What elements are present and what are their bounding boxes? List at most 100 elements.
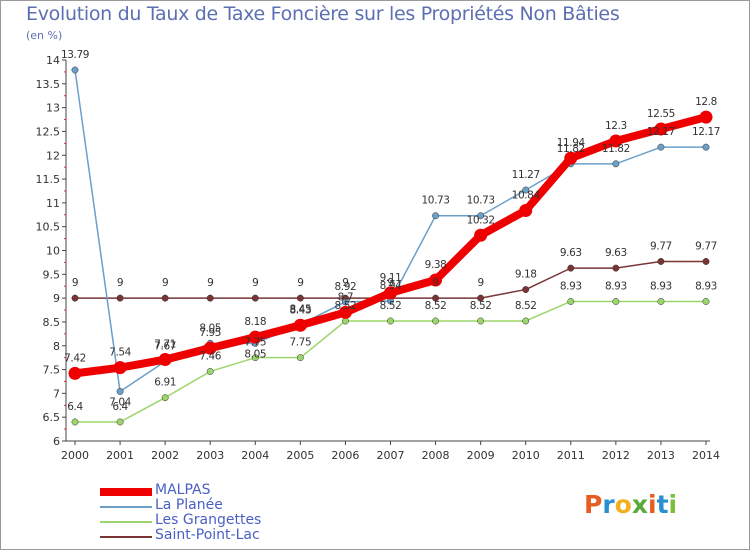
x-tick-label: 2014: [692, 449, 720, 462]
data-point-la-planee: [341, 298, 349, 306]
data-label-les-grangettes: 7.75: [289, 337, 311, 349]
data-point-les-grangettes: [567, 298, 575, 305]
legend-label-la-planee: La Planée: [155, 497, 223, 513]
data-label-la-planee: 7.67: [154, 340, 176, 352]
data-point-saint-point-lac: [116, 294, 124, 302]
data-point-malpas: [248, 330, 262, 344]
legend-label-les-grangettes: Les Grangettes: [155, 512, 262, 528]
legend-item-les-grangettes: Les Grangettes: [100, 512, 340, 529]
y-tick-label: 8: [53, 340, 60, 353]
y-tick-label: 10.5: [36, 221, 61, 234]
data-point-saint-point-lac: [612, 264, 620, 272]
logo-letter: i: [648, 490, 657, 519]
data-label-la-planee: 12.17: [647, 126, 675, 138]
data-point-malpas: [519, 203, 533, 217]
y-tick-label: 12.5: [36, 125, 61, 138]
data-label-malpas: 9.11: [380, 272, 402, 284]
data-point-les-grangettes: [116, 418, 124, 426]
data-point-malpas: [384, 286, 397, 300]
data-point-malpas: [654, 122, 668, 136]
y-tick-label: 6: [53, 435, 60, 448]
data-label-saint-point-lac: 9: [117, 277, 123, 289]
logo-letter: x: [631, 490, 648, 519]
data-label-malpas: 11.94: [557, 137, 586, 149]
data-label-saint-point-lac: 9: [162, 277, 168, 289]
data-point-la-planee: [657, 143, 665, 151]
data-label-les-grangettes: 8.93: [650, 280, 672, 292]
data-point-saint-point-lac: [567, 264, 575, 272]
data-label-saint-point-lac: 9.63: [605, 247, 627, 259]
x-tick-label: 2000: [61, 449, 89, 462]
data-point-saint-point-lac: [657, 258, 665, 265]
y-tick-label: 9.5: [43, 268, 61, 281]
data-point-les-grangettes: [657, 298, 665, 305]
unit-label: (en %): [26, 29, 63, 42]
data-point-les-grangettes: [71, 418, 79, 426]
data-label-malpas: 7.71: [154, 339, 176, 351]
data-label-les-grangettes: 8.52: [470, 300, 492, 312]
y-tick-label: 14: [46, 54, 60, 67]
data-label-la-planee: 7.04: [109, 396, 131, 408]
data-point-la-planee: [612, 160, 620, 168]
y-tick-label: 10: [46, 245, 60, 258]
data-label-saint-point-lac: 9: [478, 277, 484, 289]
data-point-saint-point-lac: [71, 294, 79, 302]
data-label-saint-point-lac: 9: [387, 277, 393, 289]
legend-swatch-malpas: [100, 488, 152, 496]
data-label-malpas: 8.18: [244, 316, 266, 328]
y-tick-label: 11.5: [36, 173, 61, 186]
data-point-malpas: [564, 151, 578, 165]
data-point-la-planee: [702, 143, 710, 151]
data-label-malpas: 12.55: [647, 108, 675, 120]
data-point-saint-point-lac: [477, 294, 485, 302]
logo-letter: t: [656, 490, 669, 519]
data-label-les-grangettes: 7.75: [244, 337, 266, 349]
data-point-les-grangettes: [161, 394, 169, 402]
legend-swatch-la-planee: [100, 506, 152, 508]
data-label-malpas: 10.32: [467, 214, 495, 226]
data-label-saint-point-lac: 9: [252, 277, 258, 289]
data-label-malpas: 7.54: [109, 347, 131, 359]
x-tick-label: 2002: [151, 449, 179, 462]
legend-item-saint-point-lac: Saint-Point-Lac: [100, 528, 340, 544]
data-label-la-planee: 13.79: [61, 49, 89, 61]
data-label-saint-point-lac: 9.77: [695, 240, 717, 252]
data-point-les-grangettes: [432, 317, 440, 325]
legend-label-malpas: MALPAS: [155, 482, 211, 498]
x-tick-label: 2008: [422, 449, 450, 462]
data-point-malpas: [474, 228, 488, 242]
data-label-les-grangettes: 8.52: [425, 300, 447, 312]
data-point-les-grangettes: [206, 368, 214, 375]
logo-letter: r: [602, 490, 615, 519]
data-label-la-planee: 11.82: [557, 143, 585, 155]
x-tick-label: 2001: [106, 449, 134, 462]
y-tick-label: 13.5: [36, 78, 61, 91]
data-point-malpas: [699, 110, 713, 124]
data-label-malpas: 12.3: [605, 120, 627, 132]
x-tick-label: 2010: [512, 449, 540, 462]
logo-letter: P: [584, 490, 603, 519]
data-point-la-planee: [116, 388, 124, 395]
data-label-malpas: 12.8: [695, 96, 717, 108]
legend: MALPAS La Planée Les Grangettes Saint-Po…: [100, 482, 340, 544]
x-tick-label: 2003: [196, 449, 224, 462]
data-label-saint-point-lac: 9: [432, 277, 438, 289]
data-label-la-planee: 8.92: [335, 281, 357, 293]
chart-title: Evolution du Taux de Taxe Foncière sur l…: [26, 3, 620, 25]
y-tick-label: 13: [46, 102, 60, 115]
x-tick-label: 2005: [286, 449, 314, 462]
data-point-malpas: [429, 273, 443, 287]
data-label-saint-point-lac: 9.77: [650, 240, 672, 252]
data-point-les-grangettes: [612, 298, 620, 305]
data-label-saint-point-lac: 9.63: [560, 247, 582, 259]
data-point-saint-point-lac: [296, 294, 304, 302]
data-label-les-grangettes: 8.93: [605, 280, 627, 292]
x-tick-label: 2007: [377, 449, 405, 462]
y-tick-label: 9: [53, 292, 60, 305]
data-point-la-planee: [477, 212, 485, 220]
x-tick-label: 2009: [467, 449, 495, 462]
series-line-malpas: [74, 113, 708, 378]
data-point-les-grangettes: [296, 354, 304, 362]
data-point-malpas: [293, 318, 307, 332]
